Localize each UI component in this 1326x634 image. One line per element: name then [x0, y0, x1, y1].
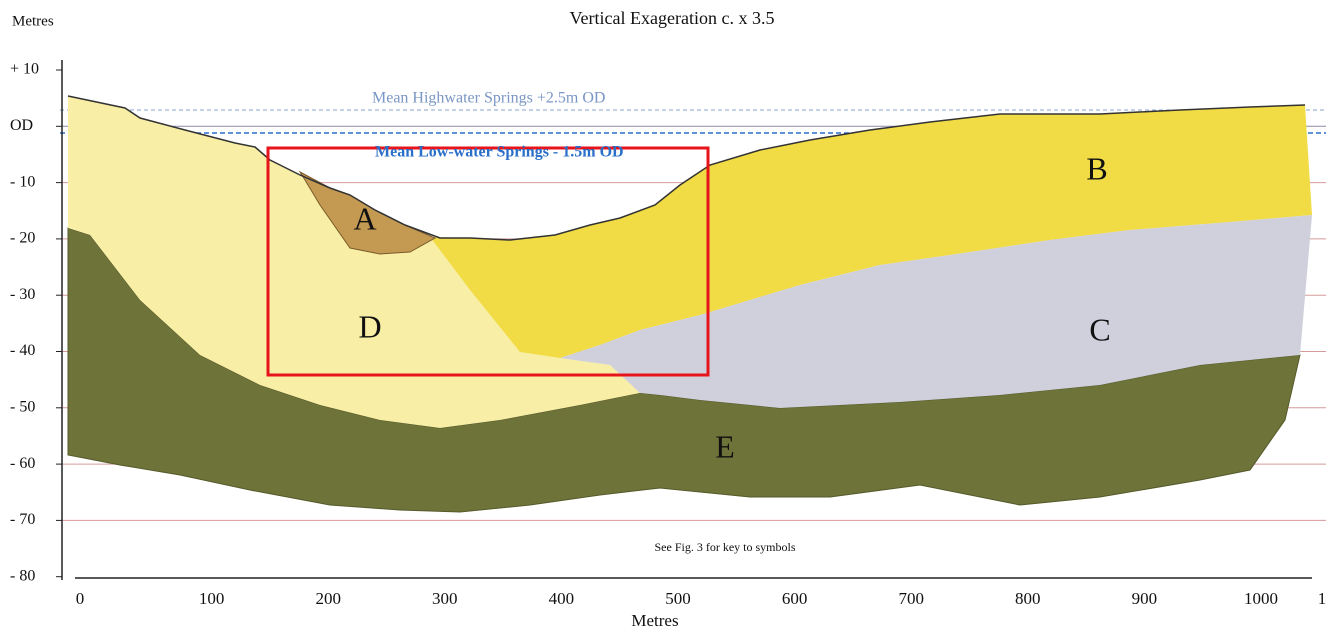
y-tick-label: OD [10, 117, 33, 134]
x-tick-label: 200 [315, 589, 341, 608]
unit-label: A [353, 200, 376, 236]
unit-b [430, 105, 1312, 358]
ground-surface [67, 95, 1306, 241]
y-tick-label: - 40 [10, 342, 35, 359]
unit-c [560, 215, 1312, 408]
y-tick-label: + 10 [10, 61, 39, 78]
x-tick-label: 600 [782, 589, 808, 608]
high-water-label: Mean Highwater Springs +2.5m OD [372, 90, 605, 107]
x-tick-label: 1 [1318, 589, 1326, 608]
highlight-box [266, 146, 710, 377]
unit-label: C [1089, 311, 1110, 347]
x-tick-label: 300 [432, 589, 458, 608]
y-unit: Metres [12, 13, 54, 29]
y-tick-label: - 60 [10, 455, 35, 472]
x-tick-label: 1000 [1244, 589, 1278, 608]
y-tick-label: - 20 [10, 230, 35, 247]
x-tick-label: 100 [199, 589, 225, 608]
y-tick-label: - 70 [10, 511, 35, 528]
y-tick-label: - 10 [10, 173, 35, 190]
title: Vertical Exageration c. x 3.5 [570, 8, 775, 28]
unit-label: D [358, 308, 381, 344]
x-tick-label: 0 [76, 589, 85, 608]
unit-e [67, 227, 1301, 513]
x-tick-label: 900 [1132, 589, 1158, 608]
x-tick-label: 800 [1015, 589, 1041, 608]
y-tick-label: - 80 [10, 567, 35, 584]
x-axis-label: Metres [631, 611, 678, 630]
y-tick-label: - 30 [10, 286, 35, 303]
unit-label: B [1086, 150, 1107, 186]
unit-label: E [715, 428, 735, 464]
low-water-label: Mean Low-water Springs - 1.5m OD [375, 144, 624, 161]
x-tick-label: 700 [898, 589, 924, 608]
y-tick-label: - 50 [10, 398, 35, 415]
unit-d [68, 96, 640, 428]
x-tick-label: 500 [665, 589, 691, 608]
note: See Fig. 3 for key to symbols [655, 540, 796, 554]
x-tick-label: 400 [549, 589, 575, 608]
